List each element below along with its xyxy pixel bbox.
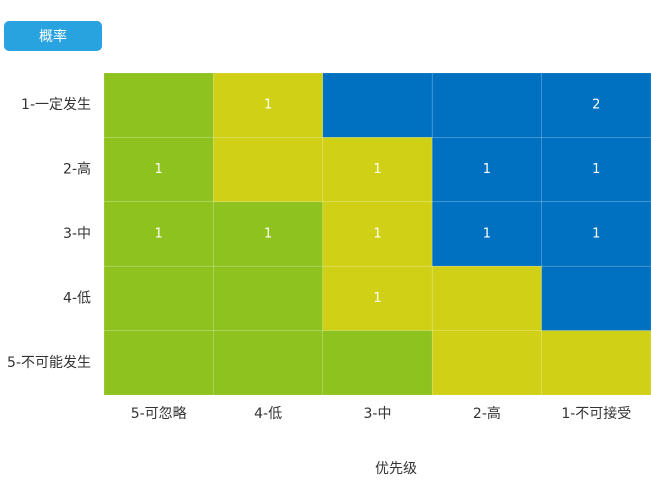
cell (431, 72, 542, 138)
cell (213, 265, 324, 331)
cell (103, 72, 214, 138)
cell-label: 1 (373, 227, 381, 242)
cell-label: 1 (155, 162, 163, 177)
x-tick-label: 5-可忽略 (131, 406, 187, 422)
cell (541, 137, 651, 203)
x-tick-label: 4-低 (254, 406, 282, 422)
x-tick-label: 1-不可接受 (561, 405, 631, 422)
cell (322, 201, 433, 267)
cell (322, 72, 433, 138)
cell (213, 137, 324, 203)
y-tick-label: 1-一定发生 (21, 97, 91, 113)
cell (431, 265, 542, 331)
cell (541, 201, 651, 267)
cell (322, 265, 433, 331)
cell (322, 330, 433, 396)
cell (213, 330, 324, 396)
cell-label: 1 (592, 162, 600, 177)
y-tick-label: 2-高 (63, 161, 91, 178)
cell-label: 1 (592, 227, 600, 242)
cell (431, 330, 542, 396)
cell-label: 1 (373, 162, 381, 177)
cell (541, 330, 651, 396)
cell-label: 1 (155, 227, 163, 242)
y-tick-label: 3-中 (63, 226, 91, 242)
cell (103, 201, 214, 267)
button[interactable] (4, 21, 102, 51)
cell (431, 137, 542, 203)
cell-label: 1 (264, 227, 272, 242)
cell-label: 1 (373, 291, 381, 306)
cell-label: 1 (483, 162, 491, 177)
cell (103, 330, 214, 396)
x-axis-title: 优先级 (375, 461, 417, 477)
x-tick-label: 2-高 (473, 405, 501, 422)
cell (213, 201, 324, 267)
x-tick-label: 3-中 (364, 406, 392, 422)
button-label[interactable]: 概率 (39, 28, 67, 45)
cell-label: 2 (592, 98, 600, 113)
cell-label: 1 (483, 227, 491, 242)
cell (322, 137, 433, 203)
cell (103, 265, 214, 331)
cell-label: 1 (264, 98, 272, 113)
y-tick-label: 4-低 (63, 290, 91, 306)
cell (541, 265, 651, 331)
y-tick-label: 5-不可能发生 (7, 355, 91, 371)
